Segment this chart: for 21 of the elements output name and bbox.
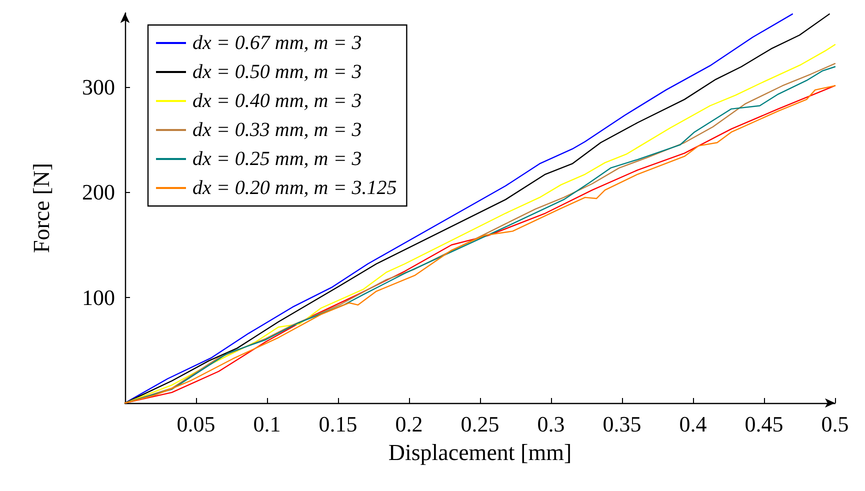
x-tick-label: 0.2: [395, 412, 423, 436]
x-tick-label: 0.3: [537, 412, 565, 436]
legend-label: dx = 0.33 mm, m = 3: [192, 119, 362, 141]
x-tick-label: 0.4: [679, 412, 707, 436]
y-axis-title: Force [N]: [29, 162, 54, 254]
x-tick-label: 0.25: [460, 412, 500, 436]
x-tick-label: 0.05: [176, 412, 216, 436]
y-tick-label: 100: [82, 285, 115, 310]
x-axis-title: Displacement [mm]: [388, 440, 572, 465]
legend-label: dx = 0.25 mm, m = 3: [192, 148, 362, 170]
y-tick-label: 200: [82, 180, 115, 205]
legend-label: dx = 0.20 mm, m = 3.125: [192, 177, 397, 199]
legend-label: dx = 0.67 mm, m = 3: [192, 32, 362, 54]
legend-label: dx = 0.40 mm, m = 3: [192, 90, 362, 112]
x-tick-label: 0.35: [602, 412, 642, 436]
x-tick-label: 0.5: [821, 412, 849, 436]
x-tick-label: 0.15: [318, 412, 358, 436]
x-tick-label: 0.45: [744, 412, 784, 436]
legend-label: dx = 0.50 mm, m = 3: [192, 61, 362, 83]
x-tick-label: 0.1: [253, 412, 281, 436]
y-tick-label: 300: [82, 74, 115, 100]
